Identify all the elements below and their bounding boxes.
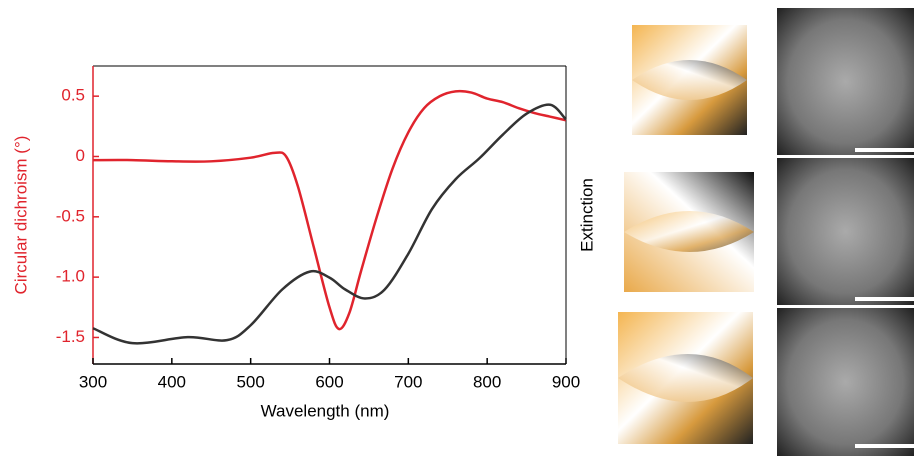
y-tick-label: -1.5	[56, 327, 85, 346]
x-tick-label: 500	[236, 372, 264, 391]
data-line	[93, 91, 566, 329]
scale-bar	[855, 444, 914, 448]
sem-image	[777, 8, 914, 155]
y-tick-label: 0	[76, 146, 85, 165]
scale-bar	[855, 297, 914, 301]
scale-bar	[855, 148, 914, 152]
sem-image	[777, 158, 914, 305]
y-tick-label: -1.0	[56, 267, 85, 286]
x-tick-label: 700	[394, 372, 422, 391]
x-tick-label: 800	[473, 372, 501, 391]
x-tick-label: 400	[158, 372, 186, 391]
x-tick-label: 300	[79, 372, 107, 391]
x-tick-label: 600	[315, 372, 343, 391]
cube-illustrations	[618, 25, 754, 444]
y-axis-label: Circular dichroism (°)	[11, 136, 30, 295]
y2-axis-label: Extinction	[577, 178, 596, 252]
figure: Wavelength (nm) Circular dichroism (°) E…	[0, 0, 914, 456]
y-tick-label: 0.5	[61, 86, 85, 105]
x-tick-label: 900	[552, 372, 580, 391]
sem-image	[777, 308, 914, 456]
sem-images	[777, 8, 914, 456]
y-tick-label: -0.5	[56, 206, 85, 225]
x-axis-label: Wavelength (nm)	[261, 401, 390, 420]
page: Wavelength (nm) Circular dichroism (°) E…	[0, 0, 914, 461]
